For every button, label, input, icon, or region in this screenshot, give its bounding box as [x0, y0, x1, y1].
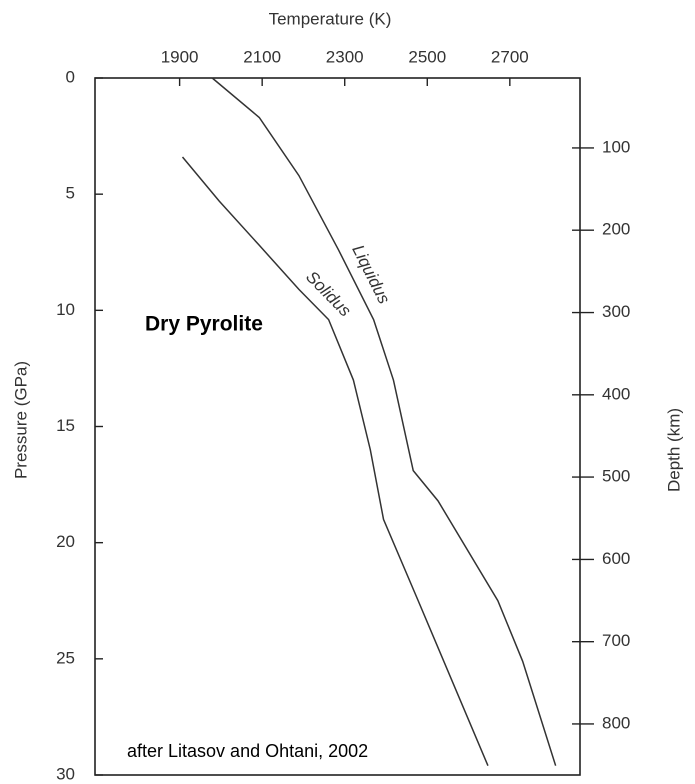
y2-tick-label: 800 [602, 713, 630, 732]
y-tick-label: 20 [56, 532, 75, 551]
series-label: Solidus [302, 267, 355, 320]
y-tick-label: 5 [66, 184, 75, 203]
y-tick-label: 15 [56, 416, 75, 435]
plot-frame [94, 77, 581, 776]
x-tick-label: 2500 [408, 47, 446, 66]
annotation: after Litasov and Ohtani, 2002 [127, 741, 368, 761]
y-axis-label: Pressure (GPa) [11, 361, 30, 479]
x-tick-label: 1900 [161, 47, 199, 66]
y-tick-label: 0 [66, 67, 75, 86]
curve [181, 156, 489, 766]
x-tick-label: 2300 [326, 47, 364, 66]
y2-tick-label: 400 [602, 384, 630, 403]
x-tick-label: 2700 [491, 47, 529, 66]
y2-tick-label: 200 [602, 220, 630, 239]
y-tick-label: 25 [56, 648, 75, 667]
y2-tick-label: 500 [602, 467, 630, 486]
y2-axis-label: Depth (km) [664, 408, 683, 492]
x-axis-label: Temperature (K) [269, 9, 392, 28]
series-label: Liquidus [348, 242, 394, 308]
curve [211, 77, 557, 766]
y2-tick-label: 300 [602, 302, 630, 321]
y2-tick-label: 600 [602, 549, 630, 568]
annotation: Dry Pyrolite [145, 313, 263, 336]
x-tick-label: 2100 [243, 47, 281, 66]
y-tick-label: 10 [56, 300, 75, 319]
y-tick-label: 30 [56, 764, 75, 783]
y2-tick-label: 700 [602, 631, 630, 650]
y2-tick-label: 100 [602, 137, 630, 156]
